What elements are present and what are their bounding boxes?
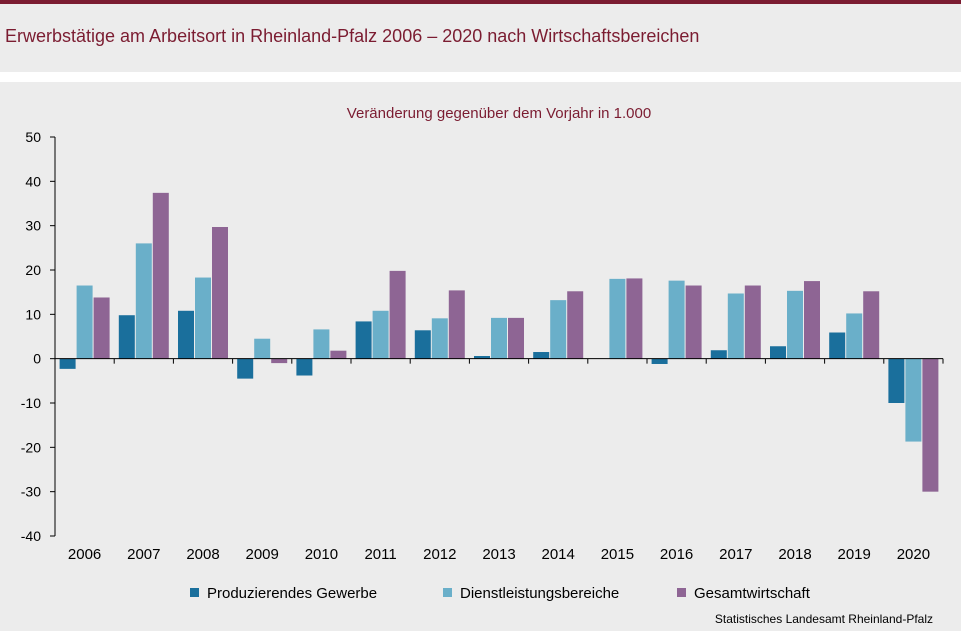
legend-label-2: Dienstleistungsbereiche [460, 585, 619, 602]
y-tick-label: 0 [33, 351, 41, 367]
y-tick-label: 50 [25, 129, 41, 145]
x-tick-label: 2014 [542, 546, 575, 563]
legend-label-1: Produzierendes Gewerbe [207, 585, 377, 602]
x-tick-label: 2018 [778, 546, 811, 563]
x-tick-label: 2012 [423, 546, 456, 563]
bar-2006-series-2 [76, 285, 93, 359]
bar-2012-series-1 [414, 330, 431, 359]
bar-2013-series-2 [491, 317, 507, 359]
bar-2020-series-3 [922, 358, 939, 492]
legend-swatch-2 [443, 588, 452, 597]
x-tick-label: 2017 [719, 546, 752, 563]
x-tick-label: 2008 [186, 546, 219, 563]
header-gap [0, 72, 961, 82]
bar-2017-series-1 [710, 350, 727, 359]
bar-2012-series-3 [448, 290, 465, 359]
bar-2020-series-2 [905, 358, 922, 442]
x-tick-label: 2007 [127, 546, 160, 563]
x-tick-label: 2010 [305, 546, 338, 563]
header-bar: Erwerbstätige am Arbeitsort in Rheinland… [0, 4, 961, 72]
bar-2017-series-2 [727, 293, 744, 359]
y-tick-label: -30 [21, 484, 41, 500]
bar-2018-series-2 [787, 290, 803, 359]
bar-2020-series-1 [888, 358, 905, 403]
bar-2019-series-1 [829, 332, 846, 359]
bar-2007-series-1 [118, 315, 135, 359]
bar-2013-series-3 [508, 317, 524, 359]
bar-2010-series-1 [296, 358, 313, 376]
bar-2011-series-3 [389, 270, 406, 359]
bar-2014-series-2 [550, 300, 567, 359]
bar-2016-series-3 [685, 285, 702, 359]
bar-2017-series-3 [744, 285, 761, 359]
bar-2008-series-3 [212, 226, 228, 359]
bar-2016-series-1 [651, 358, 668, 364]
y-tick-label: -20 [21, 439, 41, 455]
x-tick-label: 2009 [246, 546, 279, 563]
bar-2011-series-2 [372, 310, 389, 359]
y-tick-label: -10 [21, 395, 41, 411]
bar-2009-series-2 [254, 338, 271, 359]
top-accent-line [0, 0, 961, 4]
x-tick-label: 2015 [601, 546, 634, 563]
bar-2018-series-1 [770, 346, 786, 359]
x-tick-label: 2019 [838, 546, 871, 563]
y-tick-label: 10 [25, 306, 41, 322]
bar-2013-series-1 [474, 356, 490, 359]
page-title: Erwerbstätige am Arbeitsort in Rheinland… [5, 26, 700, 46]
y-tick-label: 20 [25, 262, 41, 278]
x-tick-label: 2006 [68, 546, 101, 563]
chart-subtitle: Veränderung gegenüber dem Vorjahr in 1.0… [347, 105, 651, 122]
legend-swatch-1 [190, 588, 199, 597]
y-tick-label: -40 [21, 528, 41, 544]
bar-2018-series-3 [804, 281, 820, 359]
x-tick-label: 2016 [660, 546, 693, 563]
bar-2014-series-1 [533, 352, 550, 359]
bar-2006-series-1 [59, 358, 76, 369]
bar-2011-series-1 [355, 321, 372, 359]
bar-2010-series-2 [313, 329, 330, 359]
bar-2006-series-3 [93, 297, 110, 359]
y-tick-label: 40 [25, 173, 41, 189]
source-note: Statistisches Landesamt Rheinland-Pfalz [714, 612, 933, 626]
y-tick-label: 30 [25, 218, 41, 234]
bar-2016-series-2 [668, 280, 685, 359]
x-tick-label: 2020 [897, 546, 930, 563]
x-tick-label: 2013 [482, 546, 515, 563]
x-tick-label: 2011 [364, 546, 396, 563]
bar-2012-series-2 [431, 318, 448, 359]
bar-2008-series-2 [195, 277, 211, 359]
legend-swatch-3 [677, 588, 686, 597]
bar-2009-series-1 [237, 358, 254, 379]
bar-2014-series-3 [567, 291, 584, 359]
bar-2007-series-3 [152, 192, 169, 359]
bar-2015-series-3 [626, 278, 643, 359]
bar-2019-series-3 [863, 291, 880, 359]
legend-label-3: Gesamtwirtschaft [694, 585, 811, 602]
bar-2010-series-3 [330, 350, 347, 359]
bar-2019-series-2 [846, 313, 863, 359]
bar-2015-series-2 [609, 278, 626, 359]
bar-2009-series-3 [271, 358, 288, 364]
bar-2007-series-2 [135, 243, 152, 359]
bar-2008-series-1 [178, 310, 194, 359]
